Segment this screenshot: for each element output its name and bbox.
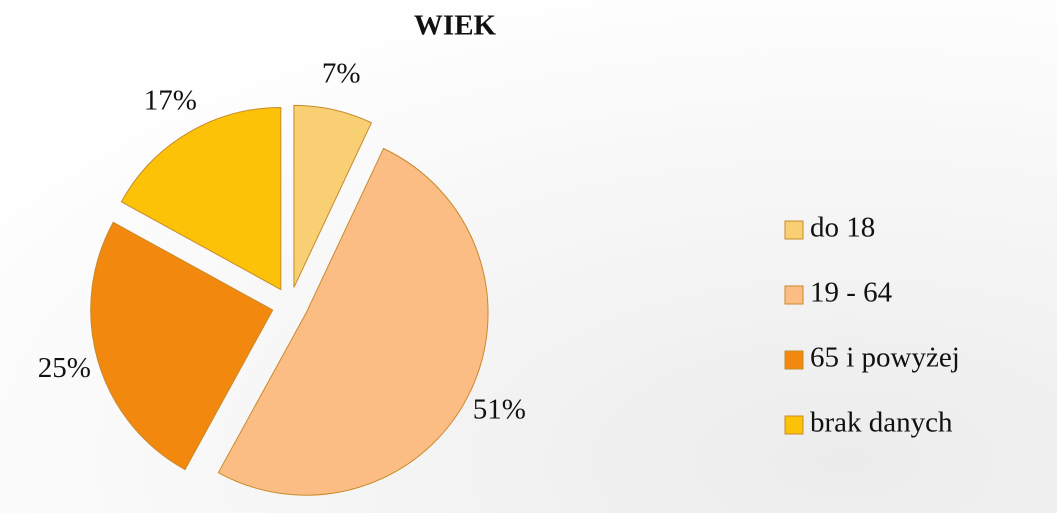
data-label: 51% (473, 393, 526, 425)
data-label: 25% (38, 352, 91, 384)
legend-label: do 18 (810, 212, 875, 244)
data-label: 17% (144, 84, 197, 116)
legend-label: 19 - 64 (810, 277, 893, 309)
pie-slice (90, 221, 274, 471)
legend-swatch (784, 220, 804, 240)
legend-swatch (784, 415, 804, 435)
pie-slice (120, 107, 282, 291)
legend-swatch (784, 285, 804, 305)
data-label: 7% (322, 57, 361, 89)
chart-title: WIEK (414, 10, 497, 42)
pie-slice (293, 104, 373, 288)
legend-label: 65 i powyżej (810, 342, 960, 374)
legend-label: brak danych (810, 407, 953, 439)
legend-swatch (784, 350, 804, 370)
pie-slice (217, 147, 489, 496)
